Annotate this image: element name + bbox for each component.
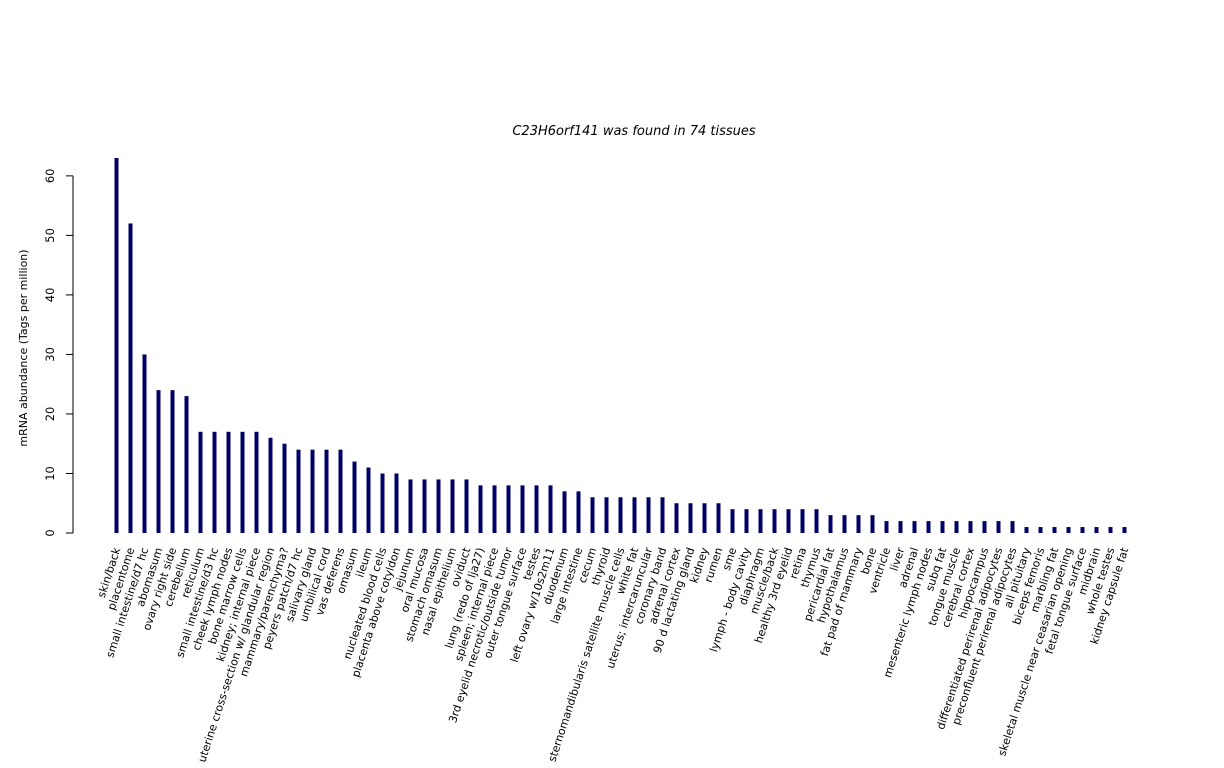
bar xyxy=(730,509,735,533)
bar xyxy=(758,509,763,533)
bar xyxy=(506,485,511,533)
bar xyxy=(380,473,385,533)
bar xyxy=(1080,527,1085,533)
bar xyxy=(464,479,469,533)
bar xyxy=(450,479,455,533)
bar xyxy=(114,158,119,533)
bar xyxy=(772,509,777,533)
bar xyxy=(422,479,427,533)
bar xyxy=(240,431,245,533)
bar xyxy=(310,449,315,533)
bar xyxy=(170,390,175,533)
bar xyxy=(338,449,343,533)
bar xyxy=(618,497,623,533)
bar xyxy=(128,223,133,534)
bar xyxy=(534,485,539,533)
bar xyxy=(870,515,875,533)
y-tick-label: 60 xyxy=(43,169,57,184)
bar xyxy=(282,443,287,533)
bar xyxy=(520,485,525,533)
bar xyxy=(226,431,231,533)
chart-title: C23H6orf141 was found in 74 tissues xyxy=(512,124,756,139)
bar xyxy=(590,497,595,533)
y-axis: 0 10 20 30 40 50 60 xyxy=(43,169,74,537)
bar xyxy=(1066,527,1071,533)
bar xyxy=(576,491,581,533)
bar xyxy=(1010,521,1015,533)
bar xyxy=(1038,527,1043,533)
bar xyxy=(996,521,1001,533)
y-axis-label: mRNA abundance (Tags per million) xyxy=(17,249,30,446)
bar xyxy=(898,521,903,533)
bar xyxy=(786,509,791,533)
bar xyxy=(800,509,805,533)
bar xyxy=(716,503,721,533)
bar xyxy=(352,461,357,533)
bar xyxy=(548,485,553,533)
bar xyxy=(912,521,917,533)
bar xyxy=(198,431,203,533)
bar xyxy=(1052,527,1057,533)
bar xyxy=(744,509,749,533)
bar xyxy=(1024,527,1029,533)
bar xyxy=(492,485,497,533)
bar xyxy=(562,491,567,533)
bar xyxy=(926,521,931,533)
bar xyxy=(856,515,861,533)
bar xyxy=(954,521,959,533)
bar xyxy=(702,503,707,533)
bar xyxy=(940,521,945,533)
y-tick-label: 20 xyxy=(43,407,57,422)
bar xyxy=(674,503,679,533)
bar xyxy=(884,521,889,533)
bars xyxy=(114,158,1127,534)
bar xyxy=(268,437,273,533)
bar xyxy=(968,521,973,533)
bar xyxy=(254,431,259,533)
bar xyxy=(1094,527,1099,533)
bar xyxy=(814,509,819,533)
bar xyxy=(604,497,609,533)
bar xyxy=(436,479,441,533)
bar xyxy=(660,497,665,533)
bar xyxy=(296,449,301,533)
bar xyxy=(828,515,833,533)
y-tick-label: 10 xyxy=(43,466,57,481)
bar xyxy=(324,449,329,533)
bar xyxy=(632,497,637,533)
bar xyxy=(142,354,147,533)
bar xyxy=(478,485,483,533)
y-tick-label: 50 xyxy=(43,228,57,243)
y-tick-label: 40 xyxy=(43,288,57,303)
bar xyxy=(1122,527,1127,533)
bar xyxy=(366,467,371,533)
bar xyxy=(184,396,189,533)
bar xyxy=(646,497,651,533)
bar xyxy=(408,479,413,533)
y-tick-label: 30 xyxy=(43,347,57,362)
bar xyxy=(212,431,217,533)
bar xyxy=(394,473,399,533)
y-tick-label: 0 xyxy=(43,529,57,536)
bar xyxy=(982,521,987,533)
bar xyxy=(688,503,693,533)
bar xyxy=(156,390,161,533)
bar xyxy=(1108,527,1113,533)
bar xyxy=(842,515,847,533)
